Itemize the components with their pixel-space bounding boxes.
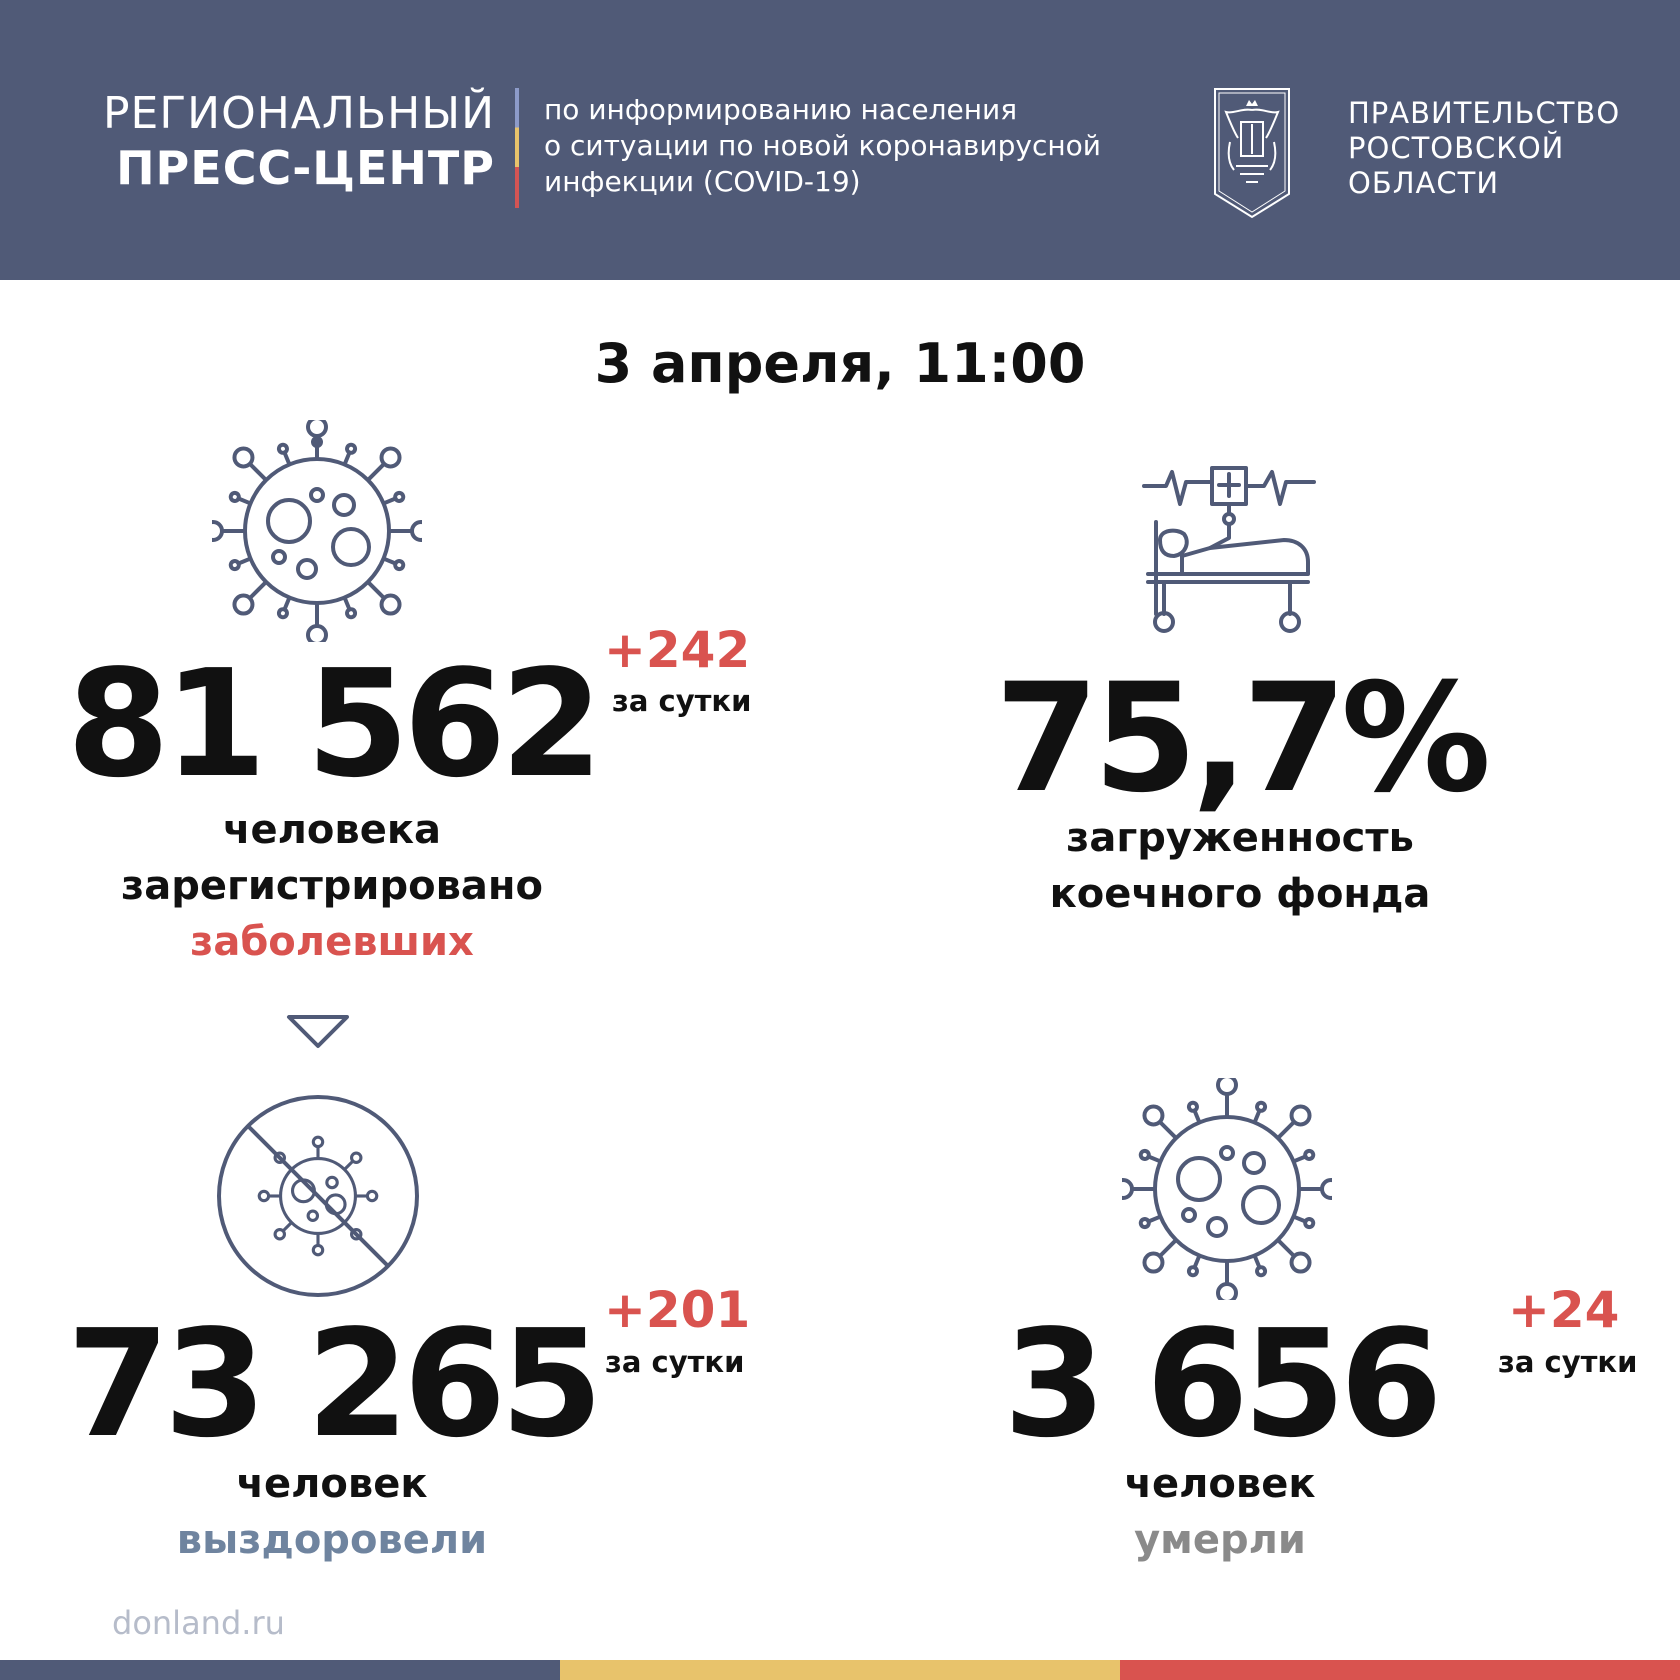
- hospital-bed-icon: [1142, 466, 1316, 633]
- deaths-per-day: за сутки: [1498, 1345, 1638, 1379]
- deaths-caption: человек умерли: [960, 1456, 1480, 1568]
- recovered-delta: +201: [604, 1281, 751, 1339]
- deaths-caption-line2: умерли: [1134, 1517, 1306, 1563]
- desc-line2: о ситуации по новой коронавирусной: [544, 129, 1102, 162]
- cases-per-day: за сутки: [612, 684, 752, 718]
- beds-caption-line2: коечного фонда: [1049, 871, 1431, 917]
- gov-line1: ПРАВИТЕЛЬСТВО: [1348, 96, 1621, 130]
- deaths-caption-line1: человек: [1124, 1461, 1316, 1507]
- gov-line2: РОСТОВСКОЙ: [1348, 131, 1565, 165]
- arrow-down-icon: [287, 1015, 349, 1048]
- recovered-caption: человек выздоровели: [62, 1456, 602, 1568]
- cases-caption-line3: заболевших: [190, 919, 474, 965]
- government-name: ПРАВИТЕЛЬСТВО РОСТОВСКОЙ ОБЛАСТИ: [1348, 96, 1620, 201]
- recovered-per-day: за сутки: [605, 1345, 745, 1379]
- footer-stripe-navy: [0, 1660, 560, 1680]
- press-center-title: РЕГИОНАЛЬНЫЙ ПРЕСС-ЦЕНТР: [103, 88, 495, 196]
- no-virus-icon: [217, 1095, 419, 1297]
- site-url: donland.ru: [112, 1604, 285, 1642]
- desc-line1: по информированию населения: [544, 93, 1018, 126]
- coat-of-arms-emblem: [1214, 88, 1290, 219]
- header: РЕГИОНАЛЬНЫЙ ПРЕСС-ЦЕНТР по информирован…: [0, 0, 1680, 280]
- deaths-total: 3 656: [1003, 1298, 1442, 1470]
- beds-caption-line1: загруженность: [1066, 815, 1414, 861]
- report-date: 3 апреля, 11:00: [594, 332, 1086, 395]
- virus-icon: [1122, 1078, 1332, 1300]
- deaths-delta: +24: [1508, 1281, 1620, 1339]
- title-line1: РЕГИОНАЛЬНЫЙ: [103, 88, 495, 139]
- footer-stripe-yellow: [560, 1660, 1120, 1680]
- recovered-caption-line1: человек: [236, 1461, 428, 1507]
- virus-icon: [212, 420, 422, 642]
- recovered-caption-line2: выздоровели: [176, 1517, 488, 1563]
- title-line2: ПРЕСС-ЦЕНТР: [116, 141, 495, 195]
- tricolor-divider: [515, 88, 519, 208]
- beds-load-value: 75,7%: [994, 652, 1491, 826]
- cases-delta: +242: [604, 621, 751, 679]
- press-center-description: по информированию населения о ситуации п…: [544, 92, 1101, 200]
- beds-caption: загруженность коечного фонда: [960, 810, 1520, 922]
- desc-line3: инфекции (COVID-19): [544, 165, 861, 198]
- cases-caption-line2: зарегистрировано: [120, 863, 543, 909]
- recovered-total: 73 265: [66, 1298, 603, 1470]
- cases-caption: человека зарегистрировано заболевших: [62, 802, 602, 970]
- footer-stripe-red: [1120, 1660, 1680, 1680]
- cases-caption-line1: человека: [223, 807, 441, 853]
- cases-total: 81 562: [66, 638, 603, 810]
- gov-line3: ОБЛАСТИ: [1348, 166, 1500, 200]
